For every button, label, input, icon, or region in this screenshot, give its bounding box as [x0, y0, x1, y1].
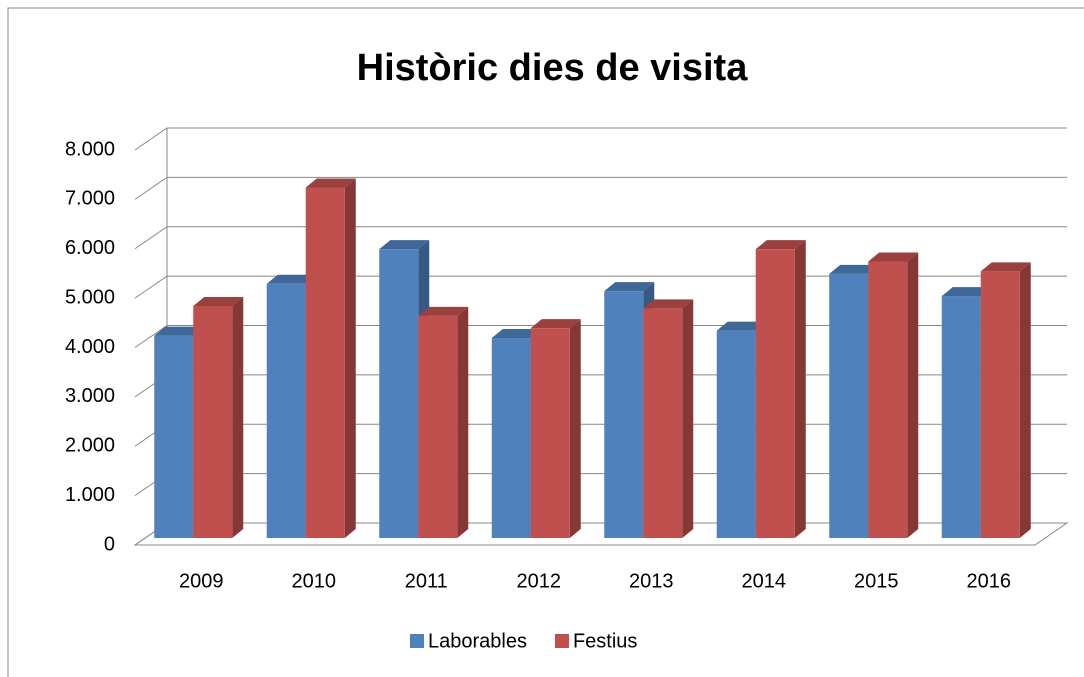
bar-top [643, 299, 694, 309]
legend-swatch [554, 634, 569, 648]
bar [755, 249, 795, 538]
bar [941, 296, 981, 538]
bar-side [794, 240, 806, 538]
bar-side [344, 178, 356, 538]
bar [604, 291, 644, 538]
grid-line [134, 176, 1067, 200]
x-tick-label: 2015 [854, 570, 899, 592]
y-tick-label: 8.000 [65, 138, 115, 160]
bar-top [530, 319, 581, 329]
grid-line [134, 226, 1067, 250]
bar-top [193, 296, 244, 306]
y-tick-label: 0 [104, 533, 115, 555]
x-tick-label: 2011 [405, 570, 448, 592]
bar [491, 338, 531, 538]
x-tick-label: 2009 [179, 570, 224, 592]
bar [643, 308, 683, 538]
bar-top [755, 240, 806, 250]
grid-line [134, 127, 1067, 151]
x-tick-label: 2010 [292, 570, 337, 592]
bar-top [716, 321, 767, 331]
y-tick-label: 1.000 [65, 484, 115, 506]
x-tick-label: 2016 [967, 570, 1012, 592]
y-tick-label: 5.000 [65, 286, 115, 308]
bar-top [868, 252, 919, 262]
x-tick-label: 2012 [517, 570, 562, 592]
bar-top [266, 274, 317, 284]
y-tick-label: 2.000 [65, 435, 115, 457]
x-tick-label: 2013 [629, 570, 674, 592]
bar [379, 249, 419, 538]
legend-label: Festius [573, 630, 637, 652]
bar [418, 315, 458, 538]
bar-side [569, 319, 581, 538]
bar-side [232, 296, 244, 538]
bar-top [154, 326, 205, 336]
bar-top [418, 306, 469, 316]
bar-side [682, 299, 694, 538]
bar [716, 330, 756, 538]
bar-top [491, 329, 542, 339]
bar-top [941, 287, 992, 297]
bar [868, 261, 908, 538]
bar [980, 271, 1020, 538]
bar-side [457, 306, 469, 538]
legend-swatch [410, 634, 424, 648]
y-tick-label: 7.000 [65, 188, 115, 210]
x-tick-label: 2014 [742, 570, 787, 592]
legend-label: Laborables [428, 630, 527, 652]
y-tick-label: 3.000 [65, 385, 115, 407]
bar [266, 283, 306, 538]
chart-title: Històric dies de visita [357, 47, 749, 89]
bar [193, 305, 233, 538]
bar [530, 328, 570, 538]
bar-top [379, 240, 430, 250]
bar [154, 335, 194, 538]
bar [305, 187, 345, 538]
bar-top [604, 282, 655, 292]
bar-side [1019, 262, 1031, 538]
y-tick-label: 4.000 [65, 336, 115, 358]
bar-top [829, 264, 880, 274]
bar-top [305, 178, 356, 188]
y-tick-label: 6.000 [65, 237, 115, 259]
bar [829, 273, 869, 538]
bar-top [980, 262, 1031, 272]
bar-side [907, 252, 919, 538]
